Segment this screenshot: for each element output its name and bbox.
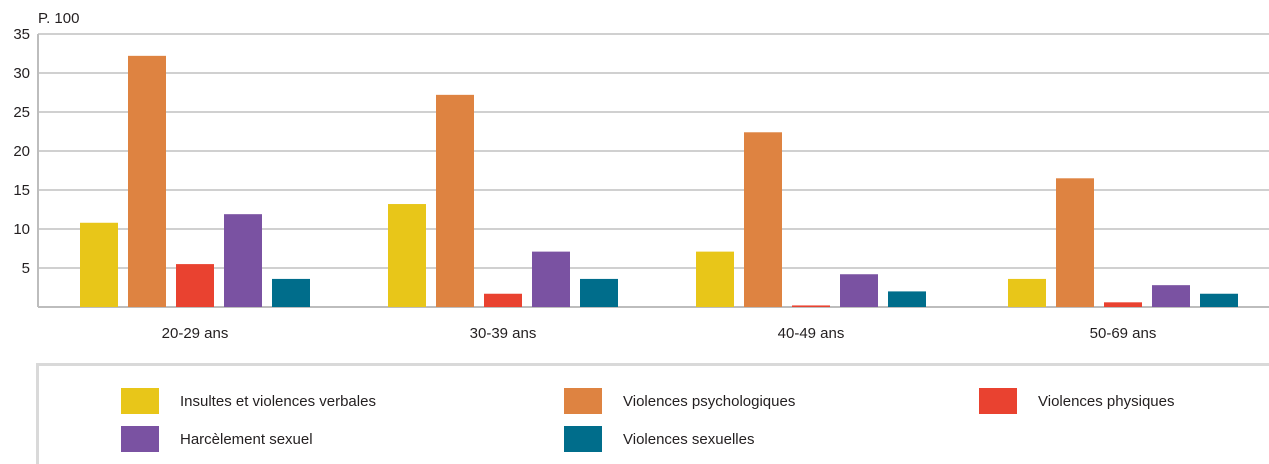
bar — [1200, 293, 1238, 307]
legend-item: Violences psychologiques — [564, 388, 795, 414]
x-tick-label: 30-39 ans — [470, 325, 537, 342]
y-tick-label: 35 — [13, 26, 30, 43]
bar — [792, 305, 830, 307]
x-tick-label: 20-29 ans — [162, 325, 229, 342]
x-axis-ticks: 20-29 ans 30-39 ans 40-49 ans 50-69 ans — [162, 325, 1157, 342]
bar — [176, 264, 214, 307]
y-tick-label: 20 — [13, 143, 30, 160]
legend-item: Harcèlement sexuel — [121, 426, 313, 452]
legend-label: Harcèlement sexuel — [180, 430, 313, 448]
x-tick-label: 40-49 ans — [778, 325, 845, 342]
bar — [580, 278, 618, 307]
bar — [840, 274, 878, 307]
y-tick-label: 25 — [13, 104, 30, 121]
bar — [696, 251, 734, 307]
y-tick-label: 5 — [22, 260, 30, 277]
bar — [80, 222, 118, 307]
y-axis-unit-label: P. 100 — [38, 10, 80, 27]
legend-swatch — [564, 426, 602, 452]
y-tick-label: 15 — [13, 182, 30, 199]
legend: Insultes et violences verbales Violences … — [36, 363, 1269, 464]
bar — [1056, 178, 1094, 307]
bar — [128, 55, 166, 308]
bar — [436, 94, 474, 307]
x-tick-label: 50-69 ans — [1090, 325, 1157, 342]
bar — [532, 251, 570, 307]
bar — [224, 214, 262, 307]
bar — [888, 291, 926, 307]
bar — [1152, 285, 1190, 307]
legend-label: Violences physiques — [1038, 392, 1175, 410]
bar — [388, 204, 426, 307]
bar — [1104, 302, 1142, 307]
legend-swatch — [979, 388, 1017, 414]
legend-item: Violences sexuelles — [564, 426, 754, 452]
legend-swatch — [121, 388, 159, 414]
y-tick-label: 10 — [13, 221, 30, 238]
bar — [272, 278, 310, 307]
legend-item: Violences physiques — [979, 388, 1174, 414]
bar — [484, 293, 522, 307]
y-axis-ticks: 5 10 15 20 25 30 35 — [13, 26, 30, 277]
bar-chart: 5 10 15 20 25 30 35 20-29 ans 30-39 ans 40-49 an… — [13, 26, 1269, 342]
bars — [80, 55, 1238, 308]
legend-swatch — [121, 426, 159, 452]
legend-item: Insultes et violences verbales — [121, 388, 376, 414]
bar — [744, 132, 782, 307]
legend-label: Violences psychologiques — [623, 392, 796, 410]
y-tick-label: 30 — [13, 65, 30, 82]
legend-swatch — [564, 388, 602, 414]
legend-label: Violences sexuelles — [623, 430, 755, 448]
bar — [1008, 278, 1046, 307]
legend-label: Insultes et violences verbales — [180, 392, 376, 410]
